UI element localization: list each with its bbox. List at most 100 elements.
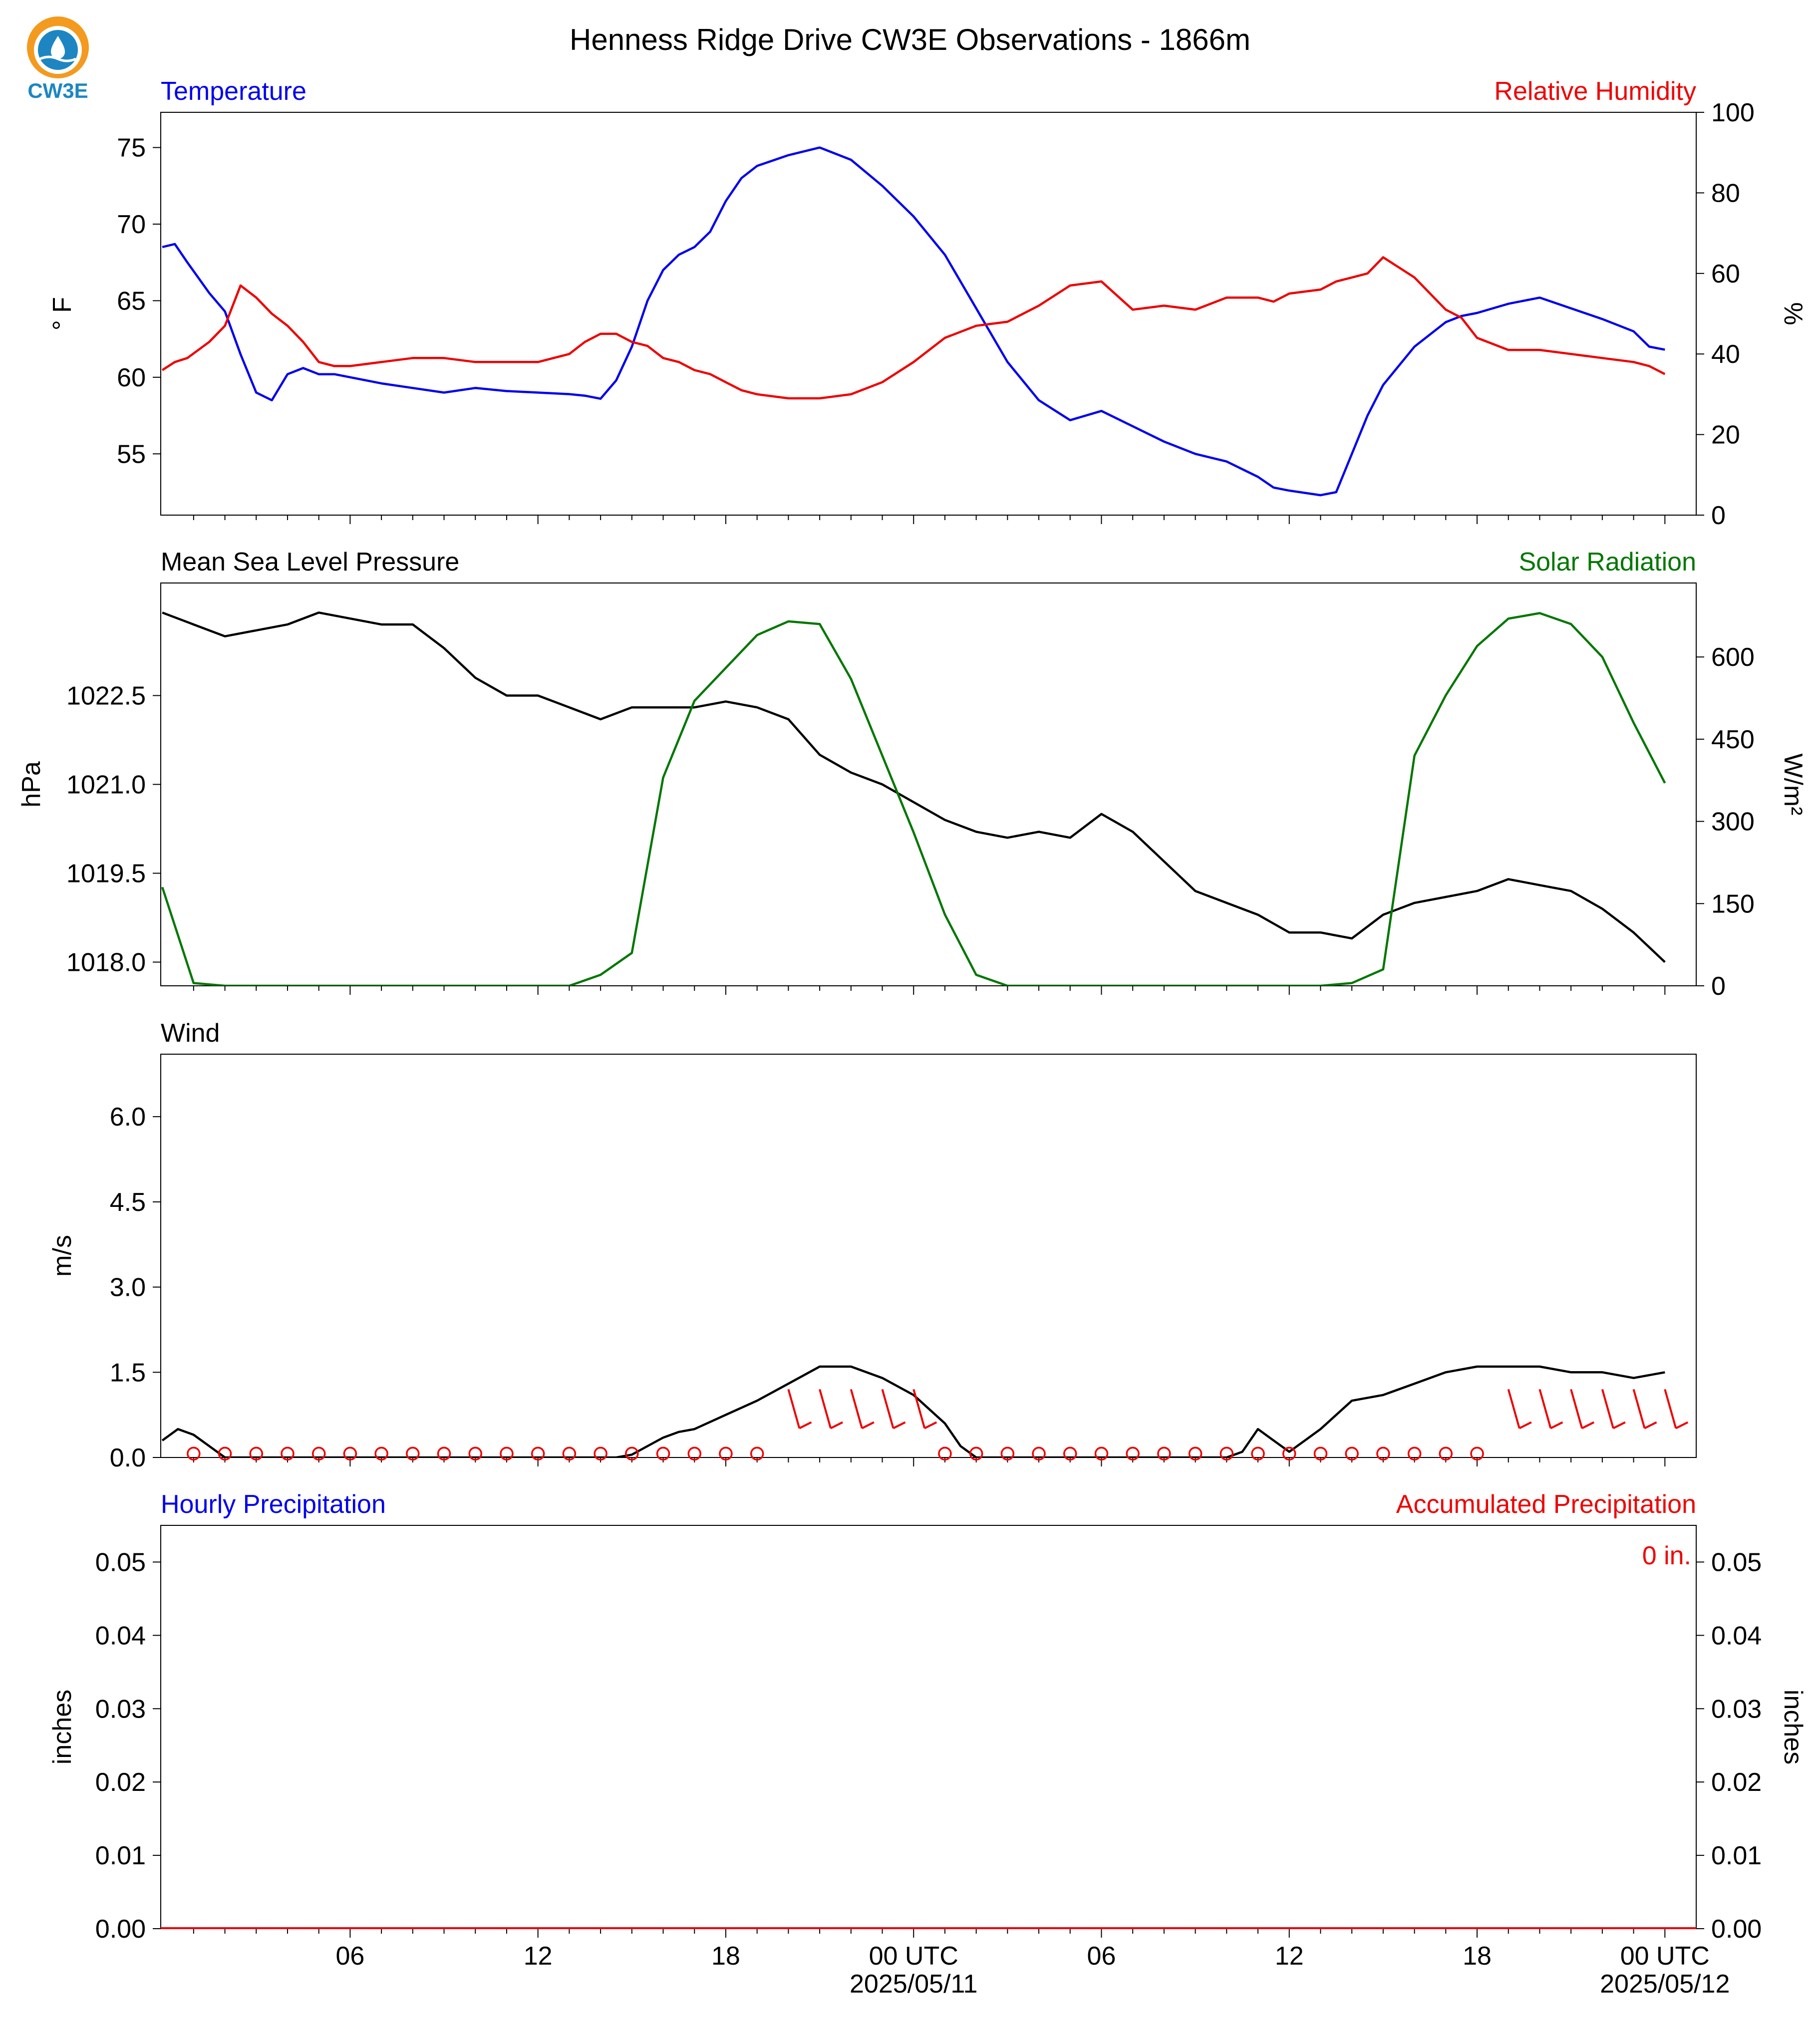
- calm-wind-circle: [374, 1447, 388, 1461]
- y-tick-label-left: 1018.0: [66, 948, 146, 977]
- x-tick-label: 00 UTC: [869, 1942, 958, 1971]
- wind-barb: [819, 1389, 843, 1430]
- calm-wind-circle: [1439, 1447, 1453, 1461]
- x-tick-label: 18: [711, 1942, 740, 1971]
- panel-frame: [160, 582, 1697, 986]
- series-line-mean-sea-level-pressure: [162, 611, 1666, 963]
- calm-wind-circle: [719, 1447, 733, 1461]
- right-panel-title: Relative Humidity: [1494, 77, 1696, 106]
- calm-wind-circle: [1251, 1447, 1265, 1461]
- right-panel-title: Accumulated Precipitation: [1396, 1490, 1696, 1519]
- y-axis-label-left: hPa: [17, 761, 46, 808]
- wind-barb: [1601, 1389, 1626, 1430]
- panel-temperature-humidity: Temperature Relative Humidity 55 60 65 70 75 ° …: [48, 77, 1808, 530]
- calm-wind-circle: [1313, 1447, 1328, 1461]
- calm-wind-circle: [1157, 1447, 1171, 1461]
- x-tick-label: 06: [1087, 1942, 1116, 1971]
- wind-barb: [912, 1389, 937, 1430]
- calm-wind-circle: [1094, 1447, 1109, 1461]
- y-axis-label-right: inches: [1779, 1690, 1808, 1764]
- y-tick-label-right: 600: [1711, 643, 1755, 672]
- y-tick-label-left: 70: [117, 210, 146, 239]
- wind-barb: [1507, 1389, 1532, 1430]
- y-tick-label-right: 0.04: [1711, 1621, 1762, 1650]
- calm-wind-circle: [1470, 1447, 1484, 1461]
- calm-wind-circle: [218, 1447, 232, 1461]
- wind-barb: [787, 1389, 812, 1430]
- y-tick-label-left: 0.05: [95, 1548, 146, 1577]
- y-tick-label-left: 75: [117, 134, 146, 163]
- panel-frame: [160, 1054, 1697, 1458]
- calm-wind-circle: [750, 1447, 764, 1461]
- figure-title: Henness Ridge Drive CW3E Observations - …: [570, 23, 1250, 56]
- wind-barb: [1632, 1389, 1657, 1430]
- y-axis-label-right: %: [1779, 302, 1808, 325]
- calm-wind-circle: [311, 1447, 326, 1461]
- calm-wind-circle: [249, 1447, 264, 1461]
- y-tick-label-right: 0.05: [1711, 1548, 1762, 1577]
- calm-wind-circle: [500, 1447, 514, 1461]
- wind-barb: [1664, 1389, 1689, 1430]
- x-date-label: 2025/05/12: [1600, 1970, 1730, 1999]
- calm-wind-circle: [406, 1447, 420, 1461]
- calm-wind-circle: [1407, 1447, 1422, 1461]
- calm-wind-circle: [562, 1447, 577, 1461]
- y-tick-label-right: 0.01: [1711, 1841, 1762, 1870]
- y-tick-label-right: 0.03: [1711, 1695, 1762, 1724]
- y-tick-label-right: 80: [1711, 179, 1740, 208]
- calm-wind-circle: [687, 1447, 701, 1461]
- calm-wind-circle: [938, 1447, 952, 1461]
- series-line-solar-radiation: [161, 612, 1666, 986]
- y-tick-label-left: 0.00: [95, 1915, 146, 1944]
- cw3e-logo: CW3E: [27, 16, 89, 102]
- calm-wind-circle: [343, 1447, 357, 1461]
- y-tick-label-right: 60: [1711, 260, 1740, 289]
- y-tick-label-right: 0.00: [1711, 1915, 1762, 1944]
- calm-wind-circle: [1000, 1447, 1015, 1461]
- left-panel-title: Wind: [161, 1019, 220, 1048]
- series-line-relative-humidity: [161, 256, 1666, 400]
- calm-wind-circle: [656, 1447, 670, 1461]
- panel-frame: [160, 1525, 1697, 1929]
- x-tick-label: 12: [1275, 1942, 1304, 1971]
- calm-wind-circle: [437, 1447, 451, 1461]
- y-tick-label-right: 40: [1711, 340, 1740, 369]
- series-line-wind-speed: [161, 1365, 1665, 1457]
- calm-wind-circle: [187, 1447, 201, 1461]
- panel-pressure-solar: Mean Sea Level Pressure Solar Radiation 10…: [17, 548, 1808, 1001]
- y-tick-label-left: 6.0: [110, 1103, 146, 1132]
- y-axis-label-right: W/m²: [1779, 753, 1808, 815]
- y-tick-label-left: 0.04: [95, 1621, 146, 1650]
- calm-wind-circle: [531, 1447, 545, 1461]
- calm-wind-circle: [1376, 1447, 1390, 1461]
- y-axis-label-left: inches: [48, 1690, 77, 1764]
- y-tick-label-right: 100: [1711, 98, 1755, 127]
- y-tick-label-left: 1.5: [110, 1358, 146, 1387]
- left-panel-title: Mean Sea Level Pressure: [161, 548, 459, 577]
- y-tick-label-left: 65: [117, 287, 146, 315]
- wind-barb: [1538, 1389, 1563, 1430]
- wind-barb: [881, 1389, 906, 1430]
- y-tick-label-right: 20: [1711, 421, 1740, 450]
- calm-wind-circle: [625, 1447, 639, 1461]
- y-tick-label-left: 55: [117, 440, 146, 469]
- y-tick-label-right: 450: [1711, 725, 1755, 754]
- calm-wind-circle: [1188, 1447, 1203, 1461]
- x-tick-label: 06: [335, 1942, 364, 1971]
- right-panel-title: Solar Radiation: [1518, 548, 1696, 577]
- left-panel-title: Hourly Precipitation: [161, 1490, 386, 1519]
- accumulated-precip-label: 0 in.: [1642, 1541, 1691, 1570]
- y-tick-label-left: 3.0: [110, 1273, 146, 1302]
- y-tick-label-left: 1022.5: [66, 681, 146, 710]
- y-tick-label-left: 60: [117, 363, 146, 392]
- y-axis-label-left: ° F: [48, 297, 77, 330]
- y-tick-label-left: 1019.5: [66, 860, 146, 888]
- calm-wind-circle: [969, 1447, 983, 1461]
- calm-wind-circle: [1063, 1447, 1077, 1461]
- panel-frame: [160, 112, 1697, 516]
- y-tick-label-left: 0.0: [110, 1444, 146, 1472]
- left-panel-title: Temperature: [161, 77, 306, 106]
- y-tick-label-left: 0.03: [95, 1695, 146, 1724]
- y-axis-label-left: m/s: [48, 1235, 77, 1277]
